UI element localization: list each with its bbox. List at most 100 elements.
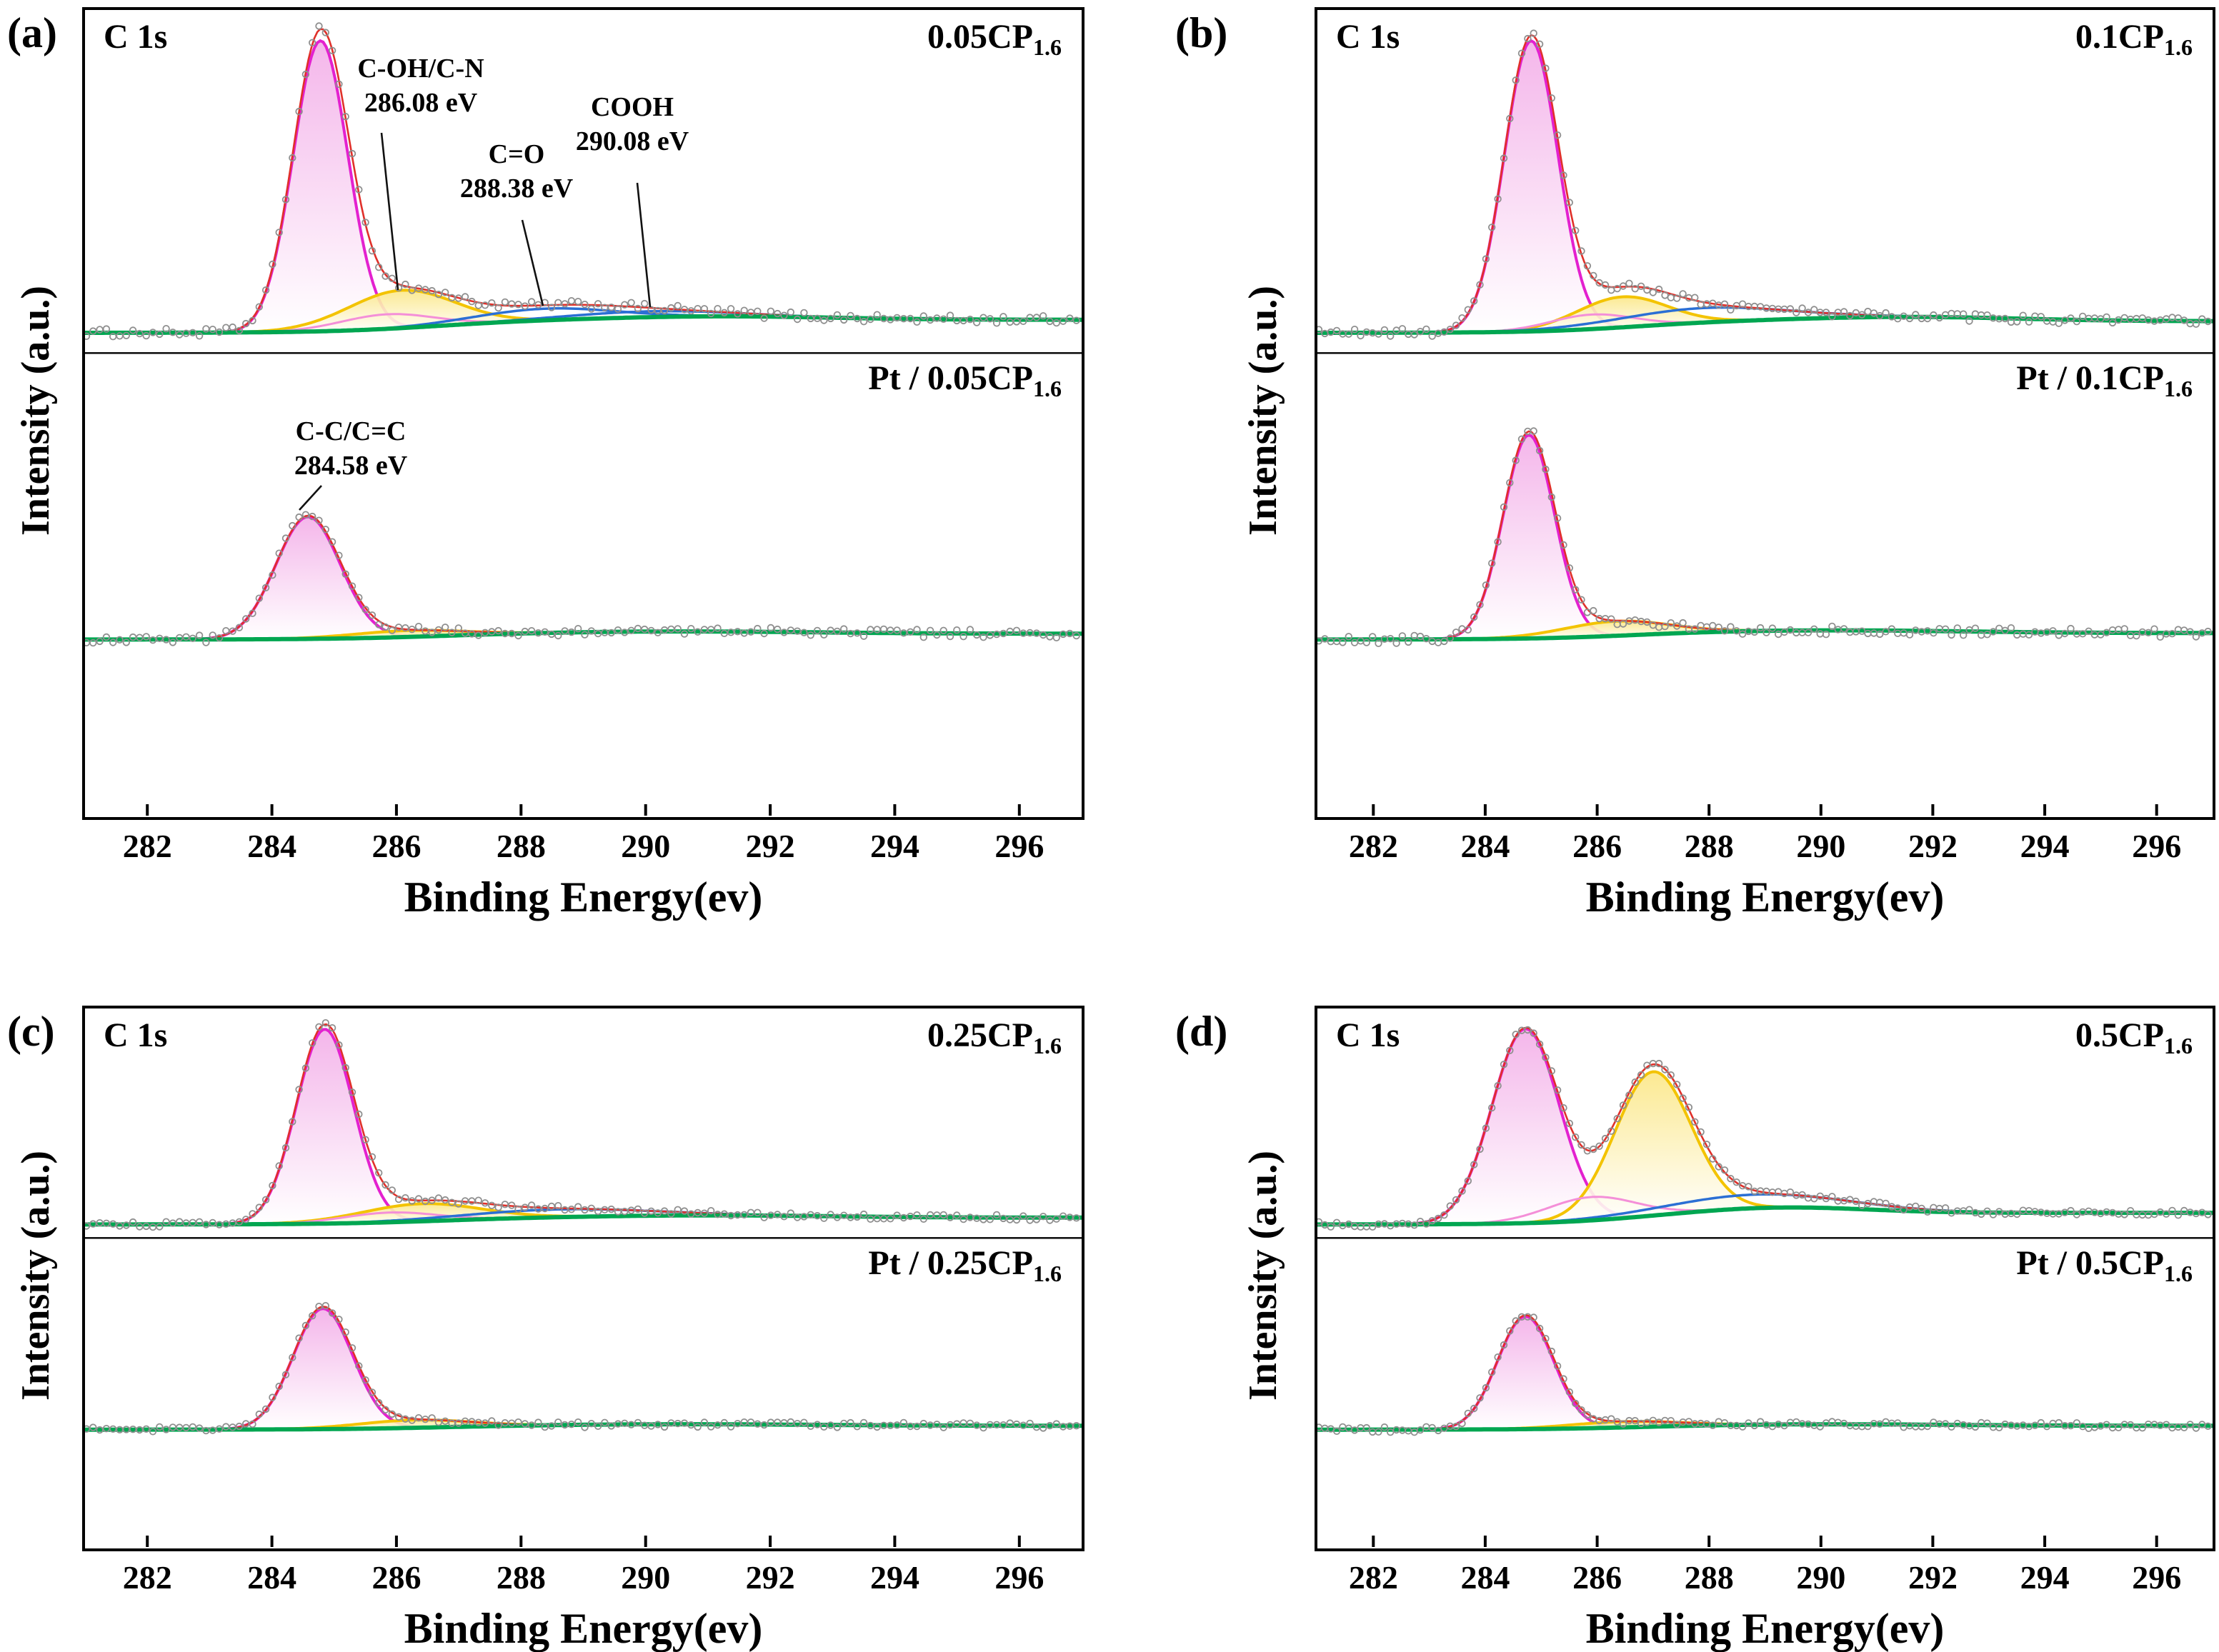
component-fill-C-OH/C-N [1317,621,2213,640]
core-level-label-d: C 1s [1336,1016,1400,1054]
plot-area-b: C 1s 0.1CP1.6 Pt / 0.1CP1.6 [1315,7,2215,820]
envelope-curve [1317,34,2213,334]
x-tick-label-b-292: 292 [1908,828,1958,864]
sample-name: 0.1CP [2075,18,2164,56]
sample-name: Pt / 0.5CP [2016,1244,2164,1283]
annotation-leader-line [521,219,544,306]
sample-name: 0.05CP [927,18,1033,56]
envelope-curve [1317,430,2213,641]
raw-data-points [85,1302,1080,1436]
plot-area-c: C 1s 0.25CP1.6 Pt / 0.25CP1.6 [82,1006,1084,1551]
x-tick-label-d-296: 296 [2132,1559,2182,1596]
sample-name: 0.25CP [927,1016,1033,1054]
x-tick-label-a-282: 282 [122,828,172,864]
envelope-curve [85,514,1082,641]
x-axis-title-b: Binding Energy(ev) [1585,873,1945,921]
sample-name: Pt / 0.05CP [868,359,1033,398]
background-curve [1317,1205,2213,1227]
x-axis-title-d: Binding Energy(ev) [1585,1605,1945,1652]
x-tick-label-b-288: 288 [1684,828,1734,864]
x-tick-label-a-286: 286 [372,828,422,864]
x-tick-label-d-286: 286 [1572,1559,1622,1596]
raw-data-points [85,511,1080,647]
component-fill-C-C/C=C [1317,1316,2213,1430]
x-tick-label-c-292: 292 [745,1559,795,1596]
annotation-line: C=O [488,139,545,169]
spectra-svg-a [85,22,1082,816]
sample-name-subscript: 1.6 [1033,1033,1062,1058]
envelope-curve [85,1023,1082,1226]
spectrum-bottom-d [1317,1313,2213,1436]
peak-annotation-cooh: COOH 290.08 eV [576,90,689,159]
annotation-line: 288.38 eV [459,174,574,204]
sample-name-subscript: 1.6 [1033,1261,1062,1287]
x-tick-label-b-294: 294 [2020,828,2070,864]
spectrum-top-c [85,1019,1082,1231]
spectrum-bottom-a [85,511,1082,647]
annotation-line: C-OH/C-N [357,54,484,84]
x-tick-label-a-296: 296 [994,828,1044,864]
background-curve [1317,628,2213,642]
component-curve-C-C/C=C [85,1028,1082,1226]
spectrum-bottom-c [85,1302,1082,1436]
sample-label-top-d: 0.5CP1.6 [2075,1018,2193,1058]
x-tick-label-c-284: 284 [247,1559,297,1596]
x-tick-label-d-292: 292 [1908,1559,1958,1596]
sample-name-subscript: 1.6 [2164,1261,2193,1287]
component-fill-C-C/C=C [1317,41,2213,333]
y-axis-title-a: Intensity (a.u.) [14,285,58,536]
component-curve-C-OH/C-N [85,289,1082,334]
annotation-leader-line [299,485,322,511]
background-curve [1317,1422,2213,1432]
y-axis-title-d: Intensity (a.u.) [1241,1150,1285,1401]
raw-data-points [1317,29,2212,340]
raw-data-points [85,22,1080,341]
spectrum-top-b [1317,29,2213,340]
x-tick-label-b-282: 282 [1348,828,1398,864]
spectrum-top-d [1317,1026,2213,1231]
panel-label-a: (a) [7,9,57,56]
raw-data-points [85,1019,1080,1231]
panel-label-c: (c) [7,1008,55,1055]
envelope-curve [85,28,1082,334]
spectrum-top-a [85,22,1082,341]
x-tick-label-b-296: 296 [2132,828,2182,864]
x-tick-label-d-284: 284 [1460,1559,1510,1596]
sample-label-top-a: 0.05CP1.6 [927,18,1062,59]
x-tick-label-a-290: 290 [621,828,671,864]
sample-name-subscript: 1.6 [2164,1033,2193,1058]
raw-data-points [1317,1026,2212,1231]
x-tick-label-a-284: 284 [247,828,297,864]
x-tick-label-c-286: 286 [372,1559,422,1596]
annotation-leader-line [636,182,652,308]
x-tick-label-c-290: 290 [621,1559,671,1596]
core-level-label-c: C 1s [104,1016,168,1054]
component-fill-C-C/C=C [85,1029,1082,1225]
x-axis-title-c: Binding Energy(ev) [404,1605,763,1652]
peak-annotation-c-c-c-c: C-C/C=C 284.58 eV [294,414,407,483]
component-fill-C-C/C=C [85,516,1082,640]
x-tick-label-c-288: 288 [496,1559,546,1596]
annotation-line: C-C/C=C [295,416,407,446]
sample-name-subscript: 1.6 [1033,376,1062,402]
x-tick-label-a-288: 288 [496,828,546,864]
annotation-line: COOH [590,92,674,122]
annotation-line: 284.58 eV [294,451,408,481]
sample-label-bottom-c: Pt / 0.25CP1.6 [868,1246,1062,1286]
component-fill-C-C/C=C [85,1308,1082,1430]
peak-annotation-c-oh-c-n: C-OH/C-N 286.08 eV [357,51,484,120]
component-curve-C-C/C=C [1317,1315,2213,1431]
component-curve-C-C/C=C [85,1307,1082,1431]
x-tick-label-a-294: 294 [869,828,919,864]
sample-label-bottom-b: Pt / 0.1CP1.6 [2016,361,2193,401]
peak-annotation-c-o: C=O 288.38 eV [460,137,573,206]
sample-label-top-b: 0.1CP1.6 [2075,18,2193,59]
x-tick-label-c-282: 282 [122,1559,172,1596]
sample-label-bottom-d: Pt / 0.5CP1.6 [2016,1244,2193,1286]
raw-data-points [1317,1313,2212,1436]
component-fill-C-C/C=C [1317,1028,2213,1225]
plot-area-a: C 1s 0.05CP1.6 Pt / 0.05CP1.6 C-OH/C-N 286.0… [82,7,1084,820]
component-fill-C-C/C=C [1317,435,2213,640]
y-axis-title-b: Intensity (a.u.) [1241,285,1285,536]
